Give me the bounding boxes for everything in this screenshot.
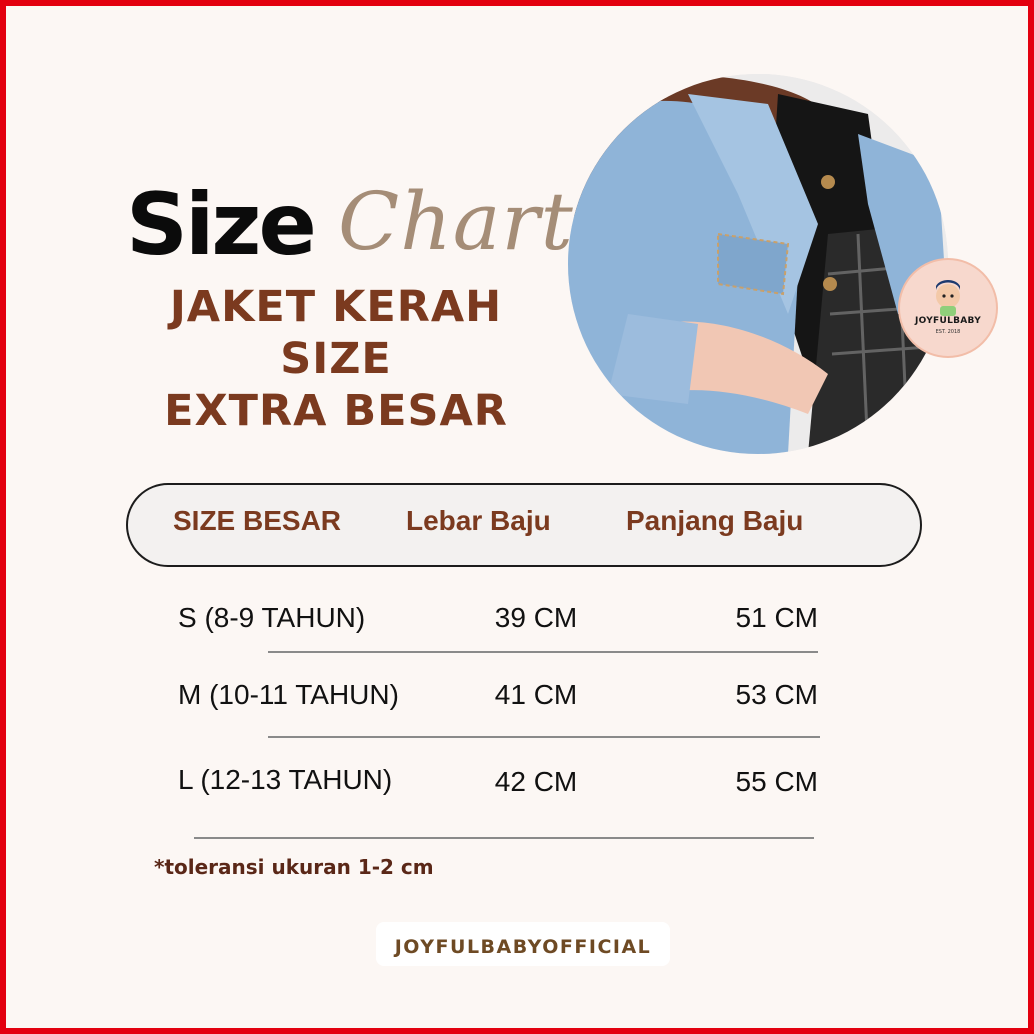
footer-brand-handle: JOYFULBABYOFFICIAL <box>394 936 652 958</box>
brand-logo-subtext: EST. 2018 <box>935 329 961 335</box>
row-s-lebar: 39 CM <box>494 602 578 633</box>
product-title-line-1: JAKET KERAH <box>169 282 503 332</box>
row-l-panjang: 55 CM <box>735 766 818 797</box>
brand-logo-text: JOYFULBABY <box>914 316 982 326</box>
header-size-besar: SIZE BESAR <box>173 505 342 536</box>
row-l-size: L (12-13 TAHUN) <box>178 764 393 795</box>
footer-badge <box>376 922 670 966</box>
title-chart-word: Chart <box>338 175 574 268</box>
row-divider <box>268 736 820 738</box>
row-m-size: M (10-11 TAHUN) <box>178 679 399 710</box>
header-panjang-baju: Panjang Baju <box>626 505 804 536</box>
row-s-size: S (8-9 TAHUN) <box>178 602 366 633</box>
row-m-lebar: 41 CM <box>494 679 578 710</box>
table-header <box>126 483 922 567</box>
row-divider <box>194 837 814 839</box>
row-divider <box>268 651 818 653</box>
product-photo <box>568 74 948 454</box>
brand-logo: JOYFULBABY EST. 2018 <box>898 258 998 358</box>
tolerance-note: *toleransi ukuran 1-2 cm <box>154 855 434 879</box>
row-s-panjang: 51 CM <box>735 602 818 633</box>
product-title-line-3: EXTRA BESAR <box>164 386 508 436</box>
title-size-word: Size <box>126 175 317 275</box>
product-title-line-2: SIZE <box>280 334 392 384</box>
row-l-lebar: 42 CM <box>494 766 578 797</box>
header-lebar-baju: Lebar Baju <box>406 505 551 536</box>
row-m-panjang: 53 CM <box>735 679 818 710</box>
